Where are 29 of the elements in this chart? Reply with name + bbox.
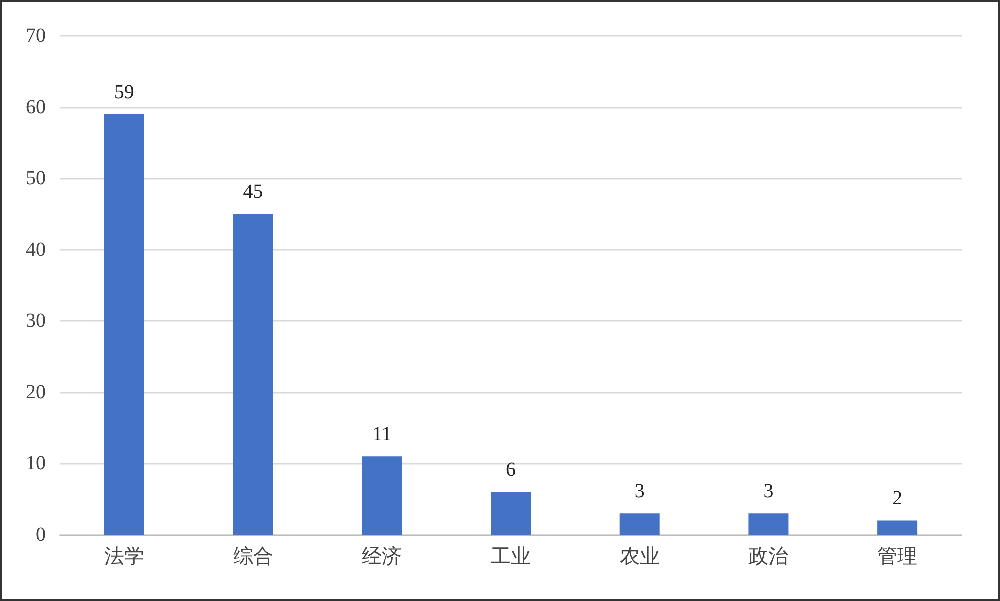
- data-label: 11: [372, 424, 392, 446]
- data-label: 2: [892, 488, 903, 510]
- data-label: 6: [506, 459, 516, 482]
- x-tick-label: 法学: [104, 546, 144, 568]
- x-tick-label: 综合: [233, 546, 274, 568]
- x-tick-label: 工业: [491, 546, 531, 568]
- data-label: 59: [114, 81, 134, 104]
- bar: [620, 514, 660, 535]
- bar: [104, 114, 144, 535]
- data-label: 3: [764, 480, 774, 503]
- bar: [233, 214, 274, 535]
- x-tick-label: 农业: [620, 546, 660, 568]
- bar: [748, 514, 789, 535]
- y-tick-label: 30: [26, 310, 46, 332]
- y-tick-label: 20: [26, 381, 46, 404]
- y-tick-label: 70: [26, 25, 46, 47]
- y-tick-label: 0: [36, 524, 46, 546]
- y-tick-label: 50: [26, 168, 46, 190]
- y-tick-label: 40: [26, 238, 46, 261]
- x-tick-label: 政治: [748, 546, 789, 568]
- data-label: 45: [243, 181, 264, 204]
- data-label: 3: [634, 480, 645, 503]
- y-tick-label: 10: [26, 452, 46, 475]
- x-tick-label: 管理: [878, 546, 918, 568]
- bar: [362, 456, 402, 535]
- x-tick-label: 经济: [362, 546, 402, 568]
- bar: [878, 520, 918, 535]
- bar: [491, 492, 531, 535]
- y-tick-label: 60: [26, 96, 46, 118]
